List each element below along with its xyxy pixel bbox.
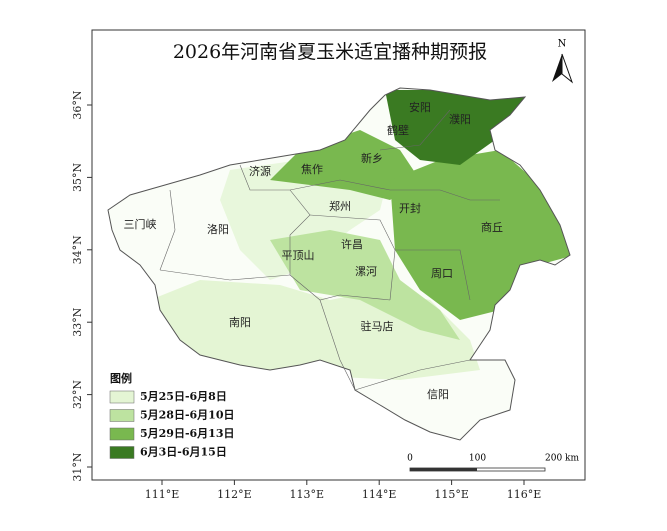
- border: [379, 109, 451, 151]
- lon-label: 112°E: [217, 488, 252, 501]
- city-label: 商丘: [481, 220, 503, 234]
- lon-label: 116°E: [507, 488, 542, 501]
- lat-label: 34°N: [71, 235, 84, 264]
- lat-label: 35°N: [71, 162, 84, 191]
- legend-swatch: [109, 446, 135, 459]
- border: [309, 214, 396, 301]
- legend-swatch: [109, 427, 135, 441]
- lat-label: 31°N: [71, 452, 84, 481]
- city-label: 信阳: [427, 388, 449, 401]
- north-arrow: N: [552, 39, 574, 84]
- city-label: 洛阳: [207, 222, 229, 236]
- lon-label: 111°E: [145, 488, 180, 501]
- legend-label: 5月28日-6月10日: [140, 409, 235, 422]
- north-label: N: [558, 39, 567, 50]
- scale-label: 100: [469, 454, 486, 464]
- lat-label: 36°N: [71, 90, 84, 119]
- legend-label: 5月29日-6月13日: [140, 427, 235, 440]
- lon-label: 113°E: [290, 488, 325, 501]
- border: [390, 189, 500, 201]
- legend-label: 6月3日-6月15日: [140, 446, 227, 459]
- lat-label: 32°N: [71, 380, 84, 409]
- border: [395, 249, 471, 301]
- city-label: 濮阳: [449, 112, 471, 126]
- border: [159, 269, 291, 281]
- zone-3b: [390, 150, 570, 320]
- lon-label: 114°E: [362, 488, 397, 501]
- border: [289, 189, 311, 275]
- zone-4: [385, 90, 530, 165]
- legend-label: 5月25日-6月8日: [140, 390, 227, 403]
- city-label: 新乡: [361, 151, 383, 165]
- city-label: 焦作: [301, 163, 323, 176]
- city-label: 郑州: [329, 199, 351, 213]
- legend-swatch: [109, 409, 135, 422]
- border: [354, 359, 471, 391]
- province-outline: [107, 87, 571, 441]
- border: [239, 164, 391, 191]
- scale-bar: 0 100 200 km: [407, 454, 579, 472]
- city-borders: [159, 109, 500, 391]
- scale-label: 0: [407, 454, 413, 464]
- border: [159, 189, 176, 271]
- legend-title: 图例: [110, 371, 132, 385]
- city-label: 周口: [431, 267, 453, 280]
- lon-label: 115°E: [434, 488, 469, 501]
- city-label: 南阳: [229, 316, 251, 329]
- city-label: 鹤壁: [387, 123, 409, 137]
- legend-swatch: [109, 390, 135, 404]
- scale-bar-fill: [410, 468, 477, 471]
- city-label: 许昌: [341, 238, 363, 251]
- zone-2: [270, 230, 460, 340]
- scale-label: 200 km: [545, 454, 579, 464]
- border: [319, 299, 356, 391]
- city-label: 平顶山: [282, 249, 315, 262]
- legend: 图例 5月25日-6月8日 5月28日-6月10日 5月29日-6月13日 6月3日-…: [109, 371, 235, 459]
- map-title: 2026年河南省夏玉米适宜播种期预报: [173, 41, 487, 63]
- city-label: 漯河: [355, 265, 377, 278]
- city-label: 开封: [399, 201, 421, 215]
- lat-label: 33°N: [71, 307, 84, 336]
- north-arrow-right: [561, 53, 574, 84]
- city-label: 驻马店: [361, 319, 394, 333]
- city-label: 济源: [249, 164, 271, 178]
- city-label: 安阳: [409, 100, 431, 114]
- city-label: 三门峡: [124, 217, 157, 231]
- north-arrow-left: [552, 54, 562, 82]
- border: [289, 274, 391, 301]
